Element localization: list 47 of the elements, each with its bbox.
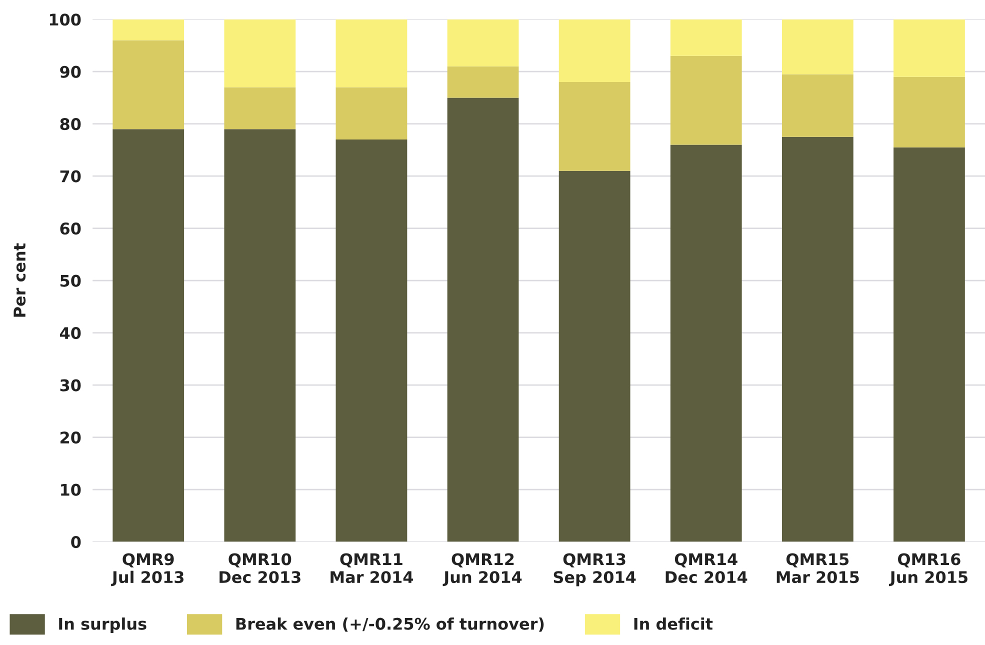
- bar: [670, 56, 742, 145]
- bar: [782, 136, 854, 542]
- bar: [670, 19, 742, 56]
- bar: [894, 147, 965, 542]
- y-tick-label: 20: [60, 432, 81, 444]
- bar: [447, 98, 519, 542]
- x-tick-label: QMR12 Jun 2014: [442, 553, 522, 586]
- bar: [224, 129, 296, 542]
- bar: [558, 19, 630, 82]
- legend-label: Break even (+/-0.25% of turnover): [236, 618, 544, 632]
- bar: [558, 170, 630, 542]
- x-tick-label: QMR15 Mar 2015: [776, 553, 859, 584]
- y-axis-title: Per cent: [14, 243, 26, 317]
- bar: [336, 19, 408, 88]
- y-tick-label: 60: [60, 222, 81, 235]
- y-tick-label: 30: [60, 379, 81, 392]
- y-tick-label: 40: [60, 327, 81, 340]
- bar: [894, 76, 965, 148]
- y-tick-label: 50: [60, 274, 81, 287]
- bar: [782, 74, 854, 137]
- bar: [112, 40, 184, 130]
- y-tick-label: 80: [60, 118, 81, 130]
- y-tick-label: 70: [60, 170, 81, 182]
- legend-label: In deficit: [634, 618, 713, 630]
- x-tick-label: QMR11 Mar 2014: [330, 553, 414, 584]
- x-tick-label: QMR10 Dec 2013: [220, 553, 300, 584]
- bar: [894, 19, 965, 77]
- x-tick-label: QMR13 Sep 2014: [554, 553, 636, 586]
- legend-label: In surplus: [59, 618, 146, 633]
- y-tick-label: 0: [71, 536, 81, 548]
- y-tick-label: 100: [50, 14, 81, 26]
- x-tick-label: QMR14 Dec 2014: [666, 553, 748, 584]
- bar: [336, 87, 408, 140]
- bar: [224, 87, 296, 130]
- bar: [336, 140, 408, 542]
- x-tick-label: QMR9 Jul 2013: [111, 553, 184, 586]
- bar: [558, 82, 630, 171]
- bar: [782, 19, 854, 74]
- x-tick-label: QMR16 Jun 2015: [888, 553, 968, 586]
- bar: [447, 66, 519, 98]
- bar: [112, 19, 184, 40]
- bar: [224, 19, 296, 88]
- y-tick-label: 10: [61, 484, 81, 496]
- bar: [112, 129, 184, 542]
- y-tick-label: 90: [60, 66, 81, 78]
- bar: [447, 19, 519, 66]
- bar: [670, 144, 742, 542]
